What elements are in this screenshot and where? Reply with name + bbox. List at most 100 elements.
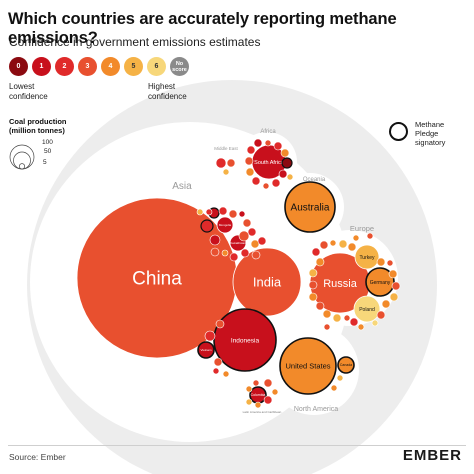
- bubble-label-canada: Canada: [340, 363, 352, 367]
- small-bubble-39: [311, 247, 321, 257]
- legend-score-2: 2: [55, 57, 74, 76]
- small-bubble-3: [228, 209, 238, 219]
- small-bubble-43: [347, 242, 357, 252]
- small-bubble-35: [286, 173, 294, 181]
- small-bubble-26: [273, 141, 283, 151]
- bubble-label-mongolia: Mongolia: [219, 223, 232, 227]
- bubble-label-russia: Russia: [323, 278, 358, 290]
- lowest-confidence-label: Lowest confidence: [9, 82, 48, 101]
- small-bubble-14: [205, 208, 213, 216]
- small-bubble-50: [332, 313, 342, 323]
- small-bubble-51: [343, 314, 351, 322]
- legend-score-1: 1: [32, 57, 51, 76]
- small-bubble-32: [251, 176, 261, 186]
- bubble-label-poland: Poland: [359, 307, 375, 313]
- legend-score-6: 6: [147, 57, 166, 76]
- small-bubble-66: [271, 388, 279, 396]
- small-bubble-68: [252, 379, 260, 387]
- small-bubble-55: [388, 269, 398, 279]
- ember-logo-text: EMBER: [402, 447, 462, 464]
- small-bubble-20: [213, 357, 223, 367]
- pledge-legend-ring: [389, 122, 408, 141]
- bubble-australia: [284, 181, 336, 233]
- small-bubble-12: [209, 234, 221, 246]
- small-bubble-58: [381, 299, 391, 309]
- small-bubble-4: [238, 210, 246, 218]
- small-bubble-44: [315, 257, 325, 267]
- small-bubble-17: [257, 236, 267, 246]
- legend-score-4: 4: [101, 57, 120, 76]
- size-legend-circle-100: [9, 144, 35, 170]
- small-bubble-49: [322, 309, 332, 319]
- chart-title: Which countries are accurately reporting…: [8, 10, 397, 47]
- small-bubble-25: [264, 139, 272, 147]
- small-bubble-70: [245, 398, 253, 406]
- bubble-label-vietnam: Vietnam: [201, 348, 212, 352]
- size-legend-circle-50: [13, 151, 31, 170]
- small-bubble-64: [323, 323, 331, 331]
- size-legend-circles: [9, 144, 35, 170]
- small-bubble-73: [330, 384, 338, 392]
- small-bubble-56: [391, 281, 401, 291]
- small-bubble-10: [229, 252, 239, 262]
- small-bubble-65: [263, 378, 273, 388]
- small-bubble-61: [357, 323, 365, 331]
- bubble-label-kazakhstan: Kazakhstan: [230, 241, 246, 245]
- small-bubble-8: [251, 250, 261, 260]
- source-note: Source: Ember: [9, 452, 66, 462]
- ember-logo: EMBER: [403, 447, 462, 464]
- bubble-label-indonesia: Indonesia: [231, 337, 260, 344]
- bubble-india: [232, 247, 302, 317]
- size-legend-label-5: 5: [43, 159, 47, 166]
- size-legend-circle-5: [18, 163, 26, 170]
- small-bubble-72: [336, 374, 344, 382]
- footer-divider: [8, 445, 466, 446]
- small-bubble-31: [262, 182, 270, 190]
- small-bubble-2: [218, 206, 228, 216]
- legend-score-5: 5: [124, 57, 143, 76]
- chart-subtitle: Confidence in government emissions estim…: [9, 35, 261, 49]
- small-bubble-27: [280, 148, 290, 158]
- highest-confidence-label: Highest confidence: [148, 82, 187, 101]
- small-bubble-69: [245, 385, 253, 393]
- small-bubble-19: [215, 319, 225, 329]
- small-bubble-16: [238, 230, 250, 242]
- small-bubble-34: [244, 156, 254, 166]
- small-bubble-53: [376, 257, 386, 267]
- small-bubble-71: [254, 401, 262, 409]
- region-label-africa: Africa: [260, 129, 276, 135]
- small-bubble-18: [204, 330, 216, 342]
- region-label-middle-east: Middle East: [214, 146, 238, 151]
- small-bubble-21: [212, 367, 220, 375]
- small-bubble-37: [226, 158, 236, 168]
- bubble-vietnam: [197, 341, 215, 359]
- small-bubble-41: [329, 239, 337, 247]
- small-bubble-67: [263, 395, 273, 405]
- small-bubble-46: [308, 280, 318, 290]
- small-bubble-5: [242, 218, 252, 228]
- small-bubble-59: [376, 310, 386, 320]
- bubble-label-australia: Australia: [291, 203, 330, 214]
- bubble-canada: [337, 356, 355, 374]
- small-bubble-42: [338, 239, 348, 249]
- small-bubble-57: [389, 292, 399, 302]
- small-bubble-63: [352, 234, 360, 242]
- region-label-oceania: Oceania: [303, 177, 326, 183]
- small-bubble-54: [386, 259, 394, 267]
- bubble-indonesia: [213, 308, 277, 372]
- small-bubble-11: [221, 249, 229, 257]
- small-bubble-13: [210, 247, 220, 257]
- small-bubble-62: [366, 232, 374, 240]
- small-bubble-45: [308, 268, 318, 278]
- small-bubble-15: [196, 208, 204, 216]
- region-label-asia: Asia: [172, 181, 192, 192]
- small-bubble-29: [278, 169, 288, 179]
- bubble-turkey: [354, 244, 380, 270]
- small-bubble-22: [222, 370, 230, 378]
- small-bubble-60: [371, 319, 379, 327]
- bubble-mongolia: [216, 216, 234, 234]
- small-bubble-38: [222, 168, 230, 176]
- bubble-label-china: China: [132, 269, 182, 290]
- small-bubble-33: [245, 167, 255, 177]
